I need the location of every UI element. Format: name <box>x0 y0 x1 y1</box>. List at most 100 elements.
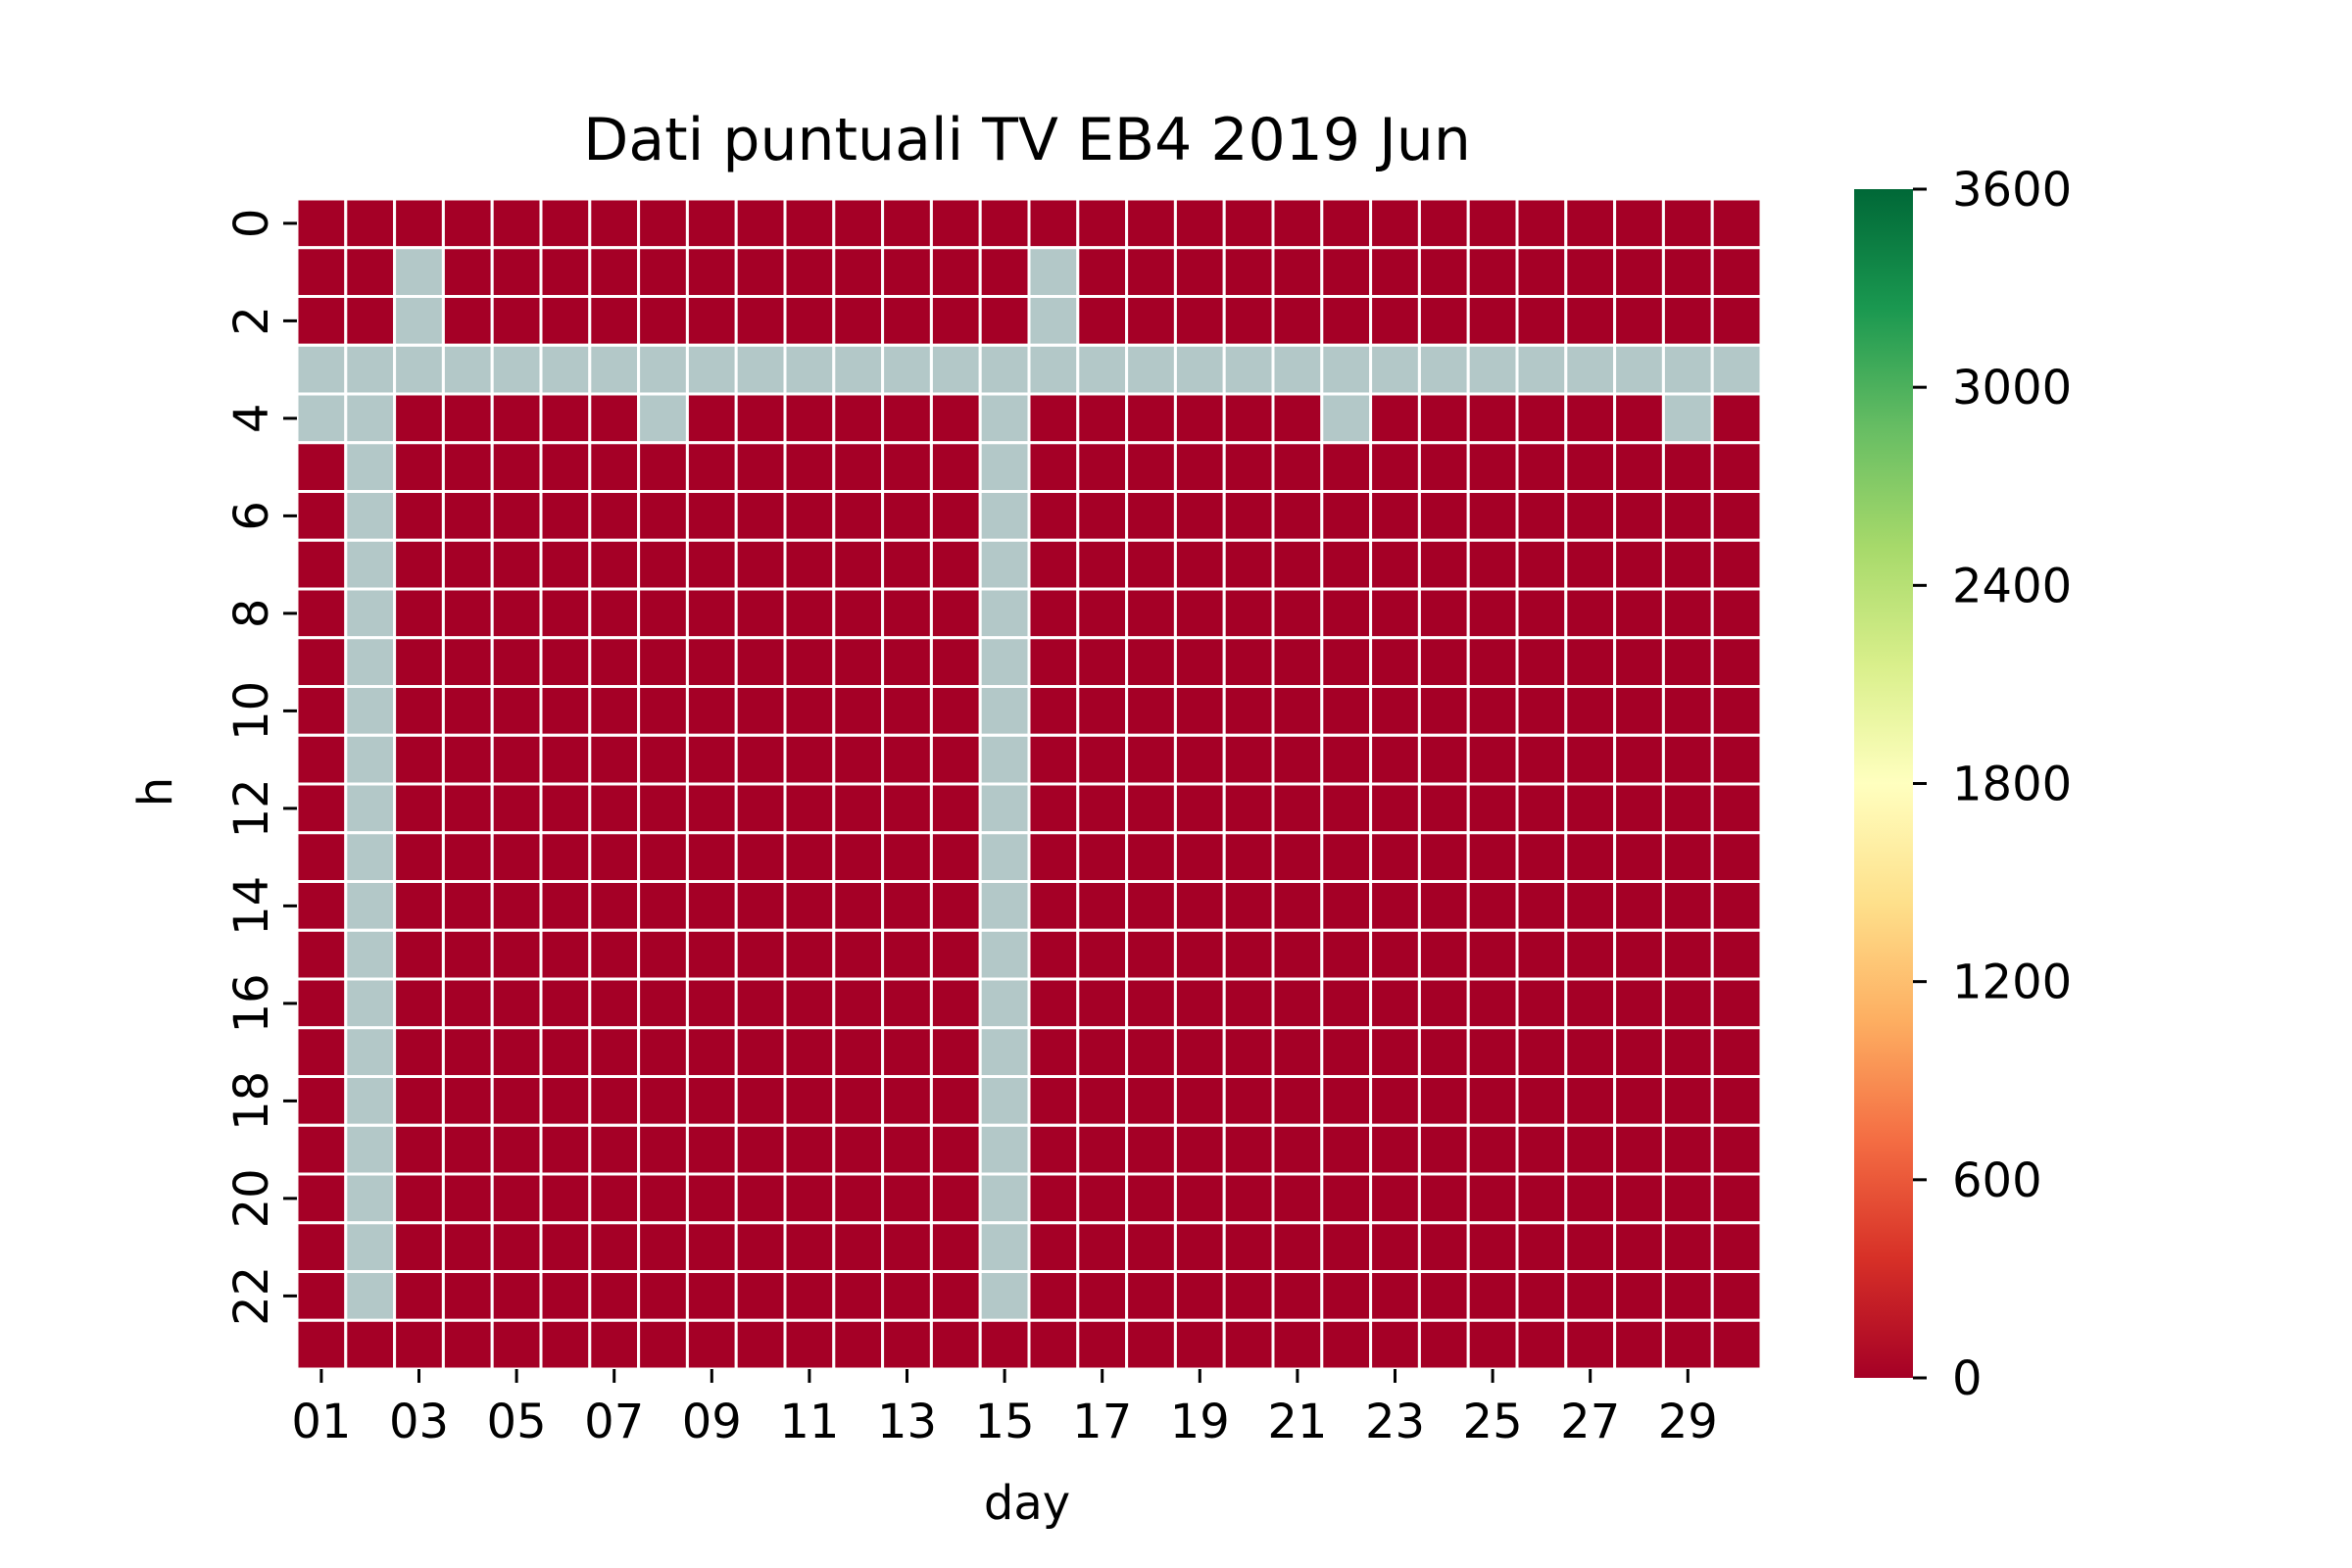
heatmap-cell <box>1076 441 1129 493</box>
heatmap-cell <box>637 246 689 298</box>
heatmap-cell <box>1661 733 1714 786</box>
heatmap-cell <box>1710 490 1763 542</box>
heatmap-cell <box>832 782 885 835</box>
heatmap-cell <box>832 685 885 737</box>
heatmap-cell <box>1661 1270 1714 1322</box>
heatmap-cell <box>1564 977 1617 1030</box>
heatmap-cell <box>637 733 689 786</box>
y-tick-label: 14 <box>224 876 279 936</box>
heatmap-cell <box>1076 685 1129 737</box>
heatmap-cell <box>1222 441 1275 493</box>
heatmap-cell <box>588 977 641 1030</box>
heatmap-cell <box>734 831 787 883</box>
heatmap-cell <box>295 246 348 298</box>
heatmap-cell <box>1466 1172 1519 1225</box>
heatmap-cell <box>588 538 641 591</box>
heatmap-cell <box>1515 587 1568 640</box>
x-tick-label: 09 <box>682 1395 742 1449</box>
heatmap-cell <box>1564 1221 1617 1273</box>
heatmap-cell <box>685 1026 738 1078</box>
heatmap-cell <box>734 246 787 298</box>
heatmap-cell-missing <box>637 343 689 396</box>
heatmap-cell <box>1027 1270 1080 1322</box>
heatmap-cell <box>637 1123 689 1176</box>
heatmap-cell <box>1125 538 1177 591</box>
heatmap-cell <box>1613 246 1665 298</box>
heatmap-cell <box>393 538 445 591</box>
heatmap-cell-missing <box>978 490 1031 542</box>
heatmap-cell <box>685 782 738 835</box>
heatmap-cell <box>1564 1026 1617 1078</box>
heatmap-cell <box>539 636 592 688</box>
heatmap-cell <box>393 1026 445 1078</box>
heatmap-cell <box>783 1172 836 1225</box>
heatmap-cell <box>1466 928 1519 981</box>
heatmap-cell <box>1271 685 1324 737</box>
heatmap-cell <box>1466 392 1519 445</box>
heatmap-cell-missing <box>1369 343 1421 396</box>
heatmap-cell <box>1222 977 1275 1030</box>
heatmap-cell <box>1027 1075 1080 1127</box>
heatmap-cell <box>832 636 885 688</box>
heatmap-cell <box>1027 587 1080 640</box>
heatmap-cell-missing <box>978 1221 1031 1273</box>
heatmap-cell <box>393 1318 445 1371</box>
heatmap-cell <box>1417 880 1470 932</box>
heatmap-cell <box>1661 295 1714 347</box>
heatmap-cell <box>1564 1123 1617 1176</box>
heatmap-cell-missing <box>344 831 397 883</box>
heatmap-cell <box>295 1026 348 1078</box>
heatmap-cell-missing <box>295 392 348 445</box>
heatmap-cell <box>685 587 738 640</box>
heatmap-cell <box>1564 392 1617 445</box>
x-tick-label: 23 <box>1365 1395 1425 1449</box>
heatmap-cell <box>1173 1221 1226 1273</box>
heatmap-cell <box>783 1270 836 1322</box>
heatmap-cell <box>929 636 982 688</box>
heatmap-cell <box>881 928 933 981</box>
heatmap-cell <box>441 1270 494 1322</box>
heatmap-cell <box>1369 1075 1421 1127</box>
heatmap-cell <box>1222 782 1275 835</box>
y-tick-label: 8 <box>224 599 279 629</box>
heatmap-cell <box>1515 880 1568 932</box>
heatmap-cell <box>1661 636 1714 688</box>
heatmap-cell <box>832 490 885 542</box>
heatmap-cell <box>1613 392 1665 445</box>
heatmap-cell <box>685 490 738 542</box>
heatmap-cell <box>1222 880 1275 932</box>
colorbar-tick-label: 1200 <box>1952 956 2072 1010</box>
heatmap-cell <box>1661 538 1714 591</box>
heatmap-cell <box>588 928 641 981</box>
heatmap-cell <box>685 1172 738 1225</box>
heatmap-cell <box>1417 1318 1470 1371</box>
heatmap-cell-missing <box>344 587 397 640</box>
heatmap-cell-missing <box>1027 343 1080 396</box>
heatmap-cell-missing <box>978 831 1031 883</box>
heatmap-cell <box>1417 1172 1470 1225</box>
heatmap-cell <box>441 1221 494 1273</box>
heatmap-cell <box>734 441 787 493</box>
heatmap-cell <box>1027 392 1080 445</box>
heatmap-cell <box>1710 1318 1763 1371</box>
heatmap-cell <box>1222 1172 1275 1225</box>
heatmap-cell <box>393 490 445 542</box>
heatmap-cell <box>1564 295 1617 347</box>
heatmap-cell <box>1661 1123 1714 1176</box>
heatmap-cell <box>783 490 836 542</box>
heatmap-cell <box>832 1270 885 1322</box>
y-axis-ticks: 0 2 4 6 8 10 12 14 16 18 20 22 <box>224 209 297 1326</box>
heatmap-cell <box>490 1172 543 1225</box>
heatmap-cell <box>539 1318 592 1371</box>
heatmap-cell <box>783 392 836 445</box>
heatmap-cell-missing <box>1710 343 1763 396</box>
heatmap-cell <box>1613 1172 1665 1225</box>
heatmap-cell-missing <box>1320 392 1373 445</box>
heatmap-cell <box>637 831 689 883</box>
heatmap-cell <box>783 587 836 640</box>
heatmap-cell <box>1417 295 1470 347</box>
heatmap-cell <box>1125 1221 1177 1273</box>
heatmap-cell <box>1173 197 1226 250</box>
heatmap-cell <box>1173 733 1226 786</box>
